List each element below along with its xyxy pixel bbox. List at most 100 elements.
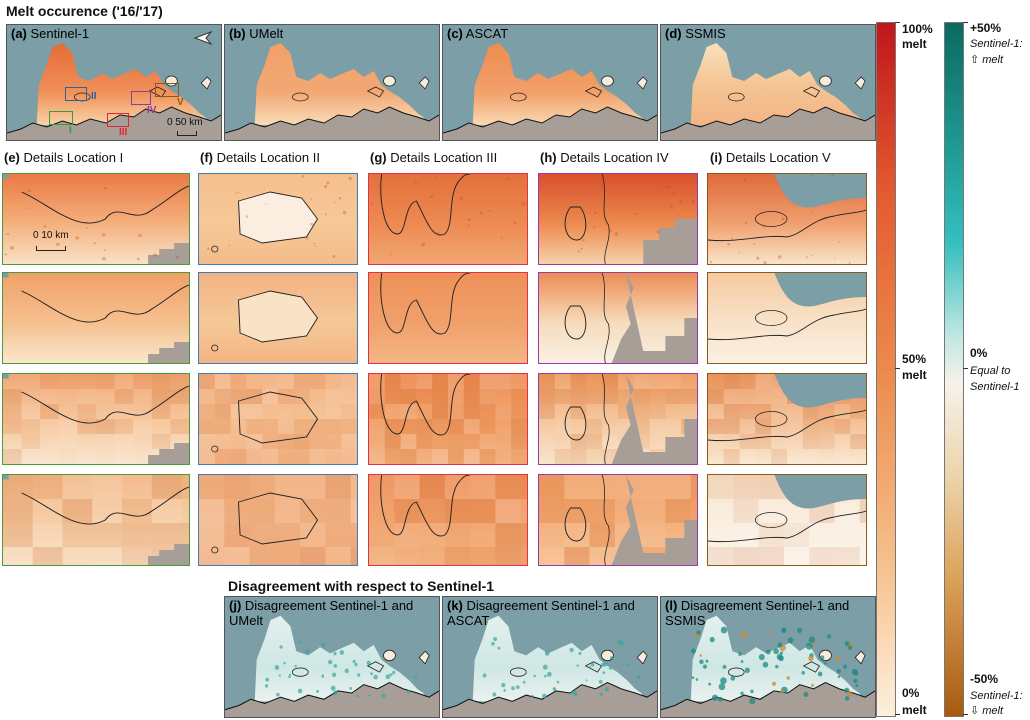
disagreement-panel-ascat: (k) Disagreement Sentinel-1 and ASCAT (442, 596, 658, 718)
scalebar-line (177, 131, 197, 136)
column-tag: (e) (4, 150, 20, 165)
panel-tag: (c) (447, 26, 463, 41)
detail-map (708, 374, 866, 464)
location-marker: III (119, 127, 127, 138)
column-tag: (i) (710, 150, 722, 165)
melt-top-value: 100% (902, 22, 933, 36)
panel-label: (c) ASCAT (447, 26, 508, 41)
panel-tag: (a) (11, 26, 27, 41)
panel-tag: (d) (665, 26, 682, 41)
detail-map (539, 174, 697, 264)
panel-name-line2: SSMIS (665, 613, 705, 628)
detail-column-title: (i) Details Location V (710, 150, 831, 165)
detail-panel (368, 173, 528, 265)
diff-top-value: +50% (970, 21, 1001, 35)
location-box (65, 87, 87, 101)
detail-panel (538, 173, 698, 265)
overview-panel-umelt: (b) UMelt (224, 24, 440, 141)
detail-map (708, 475, 866, 565)
panel-name: SSMIS (685, 26, 725, 41)
detail-map (3, 273, 189, 363)
detail-map (708, 273, 866, 363)
panel-name-line2: ASCAT (447, 613, 489, 628)
column-name: Details Location I (24, 150, 124, 165)
location-box (155, 83, 179, 97)
panel-label: (b) UMelt (229, 26, 283, 41)
panel-label: (j) Disagreement Sentinel-1 and UMelt (229, 598, 413, 628)
disagreement-heading: Disagreement with respect to Sentinel-1 (228, 578, 494, 594)
location-marker: II (91, 91, 97, 102)
panel-name: UMelt (249, 26, 283, 41)
detail-map (708, 174, 866, 264)
detail-column-title: (e) Details Location I (4, 150, 123, 165)
detail-map (369, 475, 527, 565)
map-image (225, 25, 439, 140)
panel-tag: (b) (229, 26, 246, 41)
location-marker: I (69, 125, 72, 136)
column-tag: (g) (370, 150, 387, 165)
detail-map (199, 475, 357, 565)
detail-panel (368, 373, 528, 465)
detail-panel: 0 10 km (2, 173, 190, 265)
north-arrow-icon (193, 31, 213, 45)
panel-label: (d) SSMIS (665, 26, 726, 41)
detail-scalebar: 0 10 km (33, 230, 69, 241)
detail-map (369, 273, 527, 363)
column-tag: (f) (200, 150, 213, 165)
detail-map (539, 273, 697, 363)
panel-name-line2: UMelt (229, 613, 263, 628)
melt-mid-unit: melt (902, 368, 927, 382)
panel-tag: (k) (447, 598, 463, 613)
melt-colorbar (876, 22, 896, 717)
detail-panel (707, 373, 867, 465)
detail-panel (707, 173, 867, 265)
diff-bottom-note2: ⇩ melt (970, 704, 1003, 717)
detail-panel (368, 474, 528, 566)
detail-column-title: (h) Details Location IV (540, 150, 669, 165)
diff-mid-value: 0% (970, 346, 987, 360)
map-image (661, 25, 875, 140)
detail-panel (368, 272, 528, 364)
detail-panel (198, 474, 358, 566)
column-name: Details Location V (726, 150, 831, 165)
column-name: Details Location III (390, 150, 497, 165)
diff-top-note1: Sentinel-1: (970, 38, 1023, 50)
location-box (131, 91, 151, 105)
column-name: Details Location IV (560, 150, 668, 165)
panel-tag: (j) (229, 598, 241, 613)
location-marker: V (177, 97, 184, 108)
detail-map (3, 475, 189, 565)
detail-map (199, 273, 357, 363)
detail-map (3, 374, 189, 464)
scalebar-line (36, 246, 66, 251)
panel-name: Disagreement Sentinel-1 and (681, 598, 849, 613)
melt-mid-value: 50% (902, 352, 926, 366)
column-name: Details Location II (217, 150, 320, 165)
disagreement-panel-ssmis: (l) Disagreement Sentinel-1 and SSMIS (660, 596, 876, 718)
overview-scalebar: 0 50 km (167, 117, 203, 128)
detail-panel (2, 474, 190, 566)
detail-column-title: (g) Details Location III (370, 150, 497, 165)
diff-bottom-note1: Sentinel-1: (970, 690, 1023, 702)
diff-top-note2: ⇧ melt (970, 53, 1003, 66)
panel-label: (a) Sentinel-1 (11, 26, 89, 41)
diff-bottom-value: -50% (970, 672, 998, 686)
detail-map (539, 374, 697, 464)
panel-name: Sentinel-1 (31, 26, 90, 41)
overview-panel-sentinel-1: (a) Sentinel-1 I II III IV V 0 50 km (6, 24, 222, 141)
panel-name: Disagreement Sentinel-1 and (245, 598, 413, 613)
detail-panel (707, 474, 867, 566)
detail-panel (198, 373, 358, 465)
location-box (49, 111, 73, 125)
disagreement-panel-umelt: (j) Disagreement Sentinel-1 and UMelt (224, 596, 440, 718)
detail-panel (198, 173, 358, 265)
location-box (107, 113, 129, 127)
detail-panel (538, 272, 698, 364)
detail-map (199, 374, 357, 464)
detail-map (539, 475, 697, 565)
panel-name: Disagreement Sentinel-1 and (467, 598, 635, 613)
melt-bottom-value: 0% (902, 686, 919, 700)
detail-panel (707, 272, 867, 364)
panel-label: (l) Disagreement Sentinel-1 and SSMIS (665, 598, 849, 628)
panel-name: ASCAT (466, 26, 508, 41)
